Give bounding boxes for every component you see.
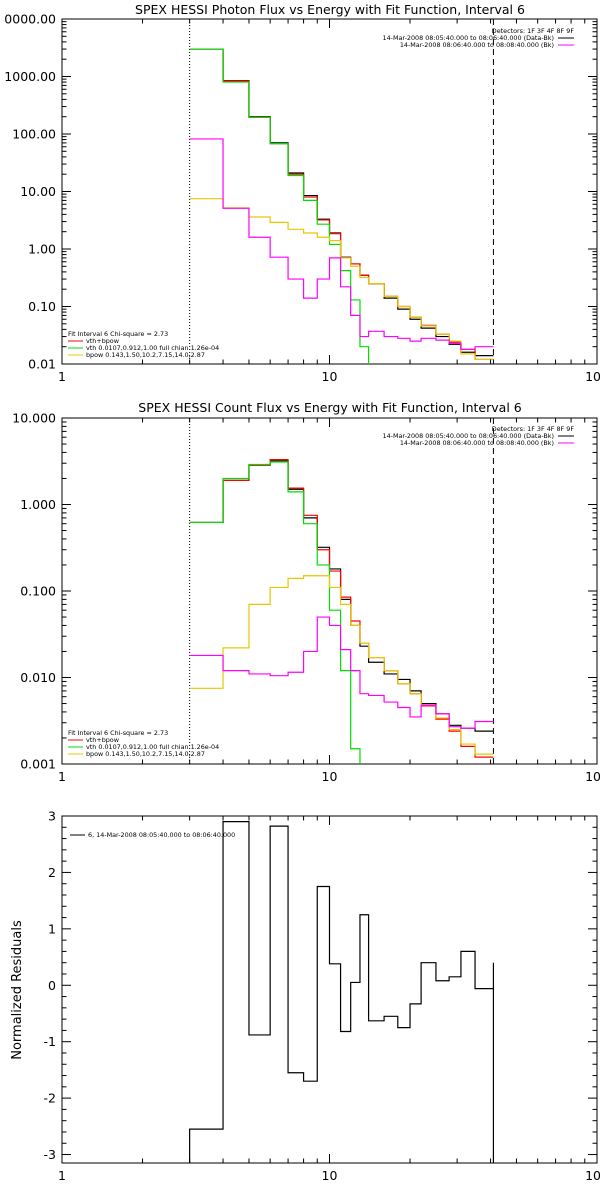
photon-flux-panel: SPEX HESSI Photon Flux vs Energy with Fi… (4, 2, 600, 385)
residuals-panel: 1 10 100 -3 -2 -1 0 1 2 3 Normalized Residuals 6,… (10, 809, 600, 1184)
y-tick-label: 0.10 (28, 299, 56, 314)
series-6-14-mar-2008-08-05-40-000-to-08-06-40-000 (189, 821, 495, 1163)
y-axis-label: Normalized Residuals (10, 920, 25, 1060)
count-flux-panel: SPEX HESSI Count Flux vs Energy with Fit… (12, 400, 600, 785)
y-tick-label: 100.00 (12, 127, 56, 142)
legend: Detectors: 1F 3F 4F 8F 9F 14-Mar-2008 08… (68, 425, 574, 758)
x-tick-label: 100 (585, 1168, 600, 1183)
y-tick-label: -2 (44, 1091, 56, 1106)
chart-title: SPEX HESSI Photon Flux vs Energy with Fi… (135, 2, 525, 17)
plot-area (61, 417, 598, 765)
legend-entry-bpow: bpow 0.143,1.50,10.2,7.15,14.0,2.87 (86, 351, 205, 359)
y-tick-label: 1000.00 (4, 69, 56, 84)
series-bpow (189, 198, 494, 361)
y-tick-label: 3 (48, 809, 56, 824)
legend-entry-vth-bpow: vth+bpow (86, 736, 119, 744)
legend-entry-data: 14-Mar-2008 08:05:40.000 to 08:06:40.000… (383, 34, 554, 42)
y-tick-label: 0.001 (20, 757, 56, 772)
axis-ticks: 1 10 100 0.01 0.10 1.00 10.00 100.00 1000.00 0000… (4, 12, 600, 385)
legend-entry-vth: vth 0.0107,0.912,1.00 full chian 1.26e-0… (86, 743, 219, 751)
y-tick-label: 10.000 (12, 411, 56, 426)
legend-entry-background: 14-Mar-2008 08:06:40.000 to 08:08:40.000… (400, 439, 554, 447)
detectors-label: Detectors: 1F 3F 4F 8F 9F (492, 27, 575, 35)
x-tick-label: 1 (58, 369, 66, 384)
legend-entry-bpow: bpow 0.143,1.50,10.2,7.15,14.0,2.87 (86, 750, 205, 758)
axis-ticks: 1 10 100 -3 -2 -1 0 1 2 3 (44, 809, 600, 1184)
legend: 6, 14-Mar-2008 08:05:40.000 to 08:06:40.… (70, 831, 235, 839)
x-tick-label: 10 (322, 1168, 338, 1183)
x-tick-label: 100 (585, 769, 600, 784)
y-tick-label: 1 (48, 921, 56, 936)
detectors-label: Detectors: 1F 3F 4F 8F 9F (492, 425, 575, 433)
y-tick-label: 2 (48, 865, 56, 880)
series-bk (189, 138, 494, 350)
y-tick-label: -1 (44, 1034, 56, 1049)
series-vth (189, 48, 370, 364)
fit-header: Fit Interval 6 Chi-square = 2.73 (68, 330, 168, 338)
x-tick-label: 1 (58, 769, 66, 784)
chart-title: SPEX HESSI Count Flux vs Energy with Fit… (138, 400, 521, 415)
y-tick-label: 0.100 (20, 584, 56, 599)
axis-ticks: 1 10 100 0.001 0.010 0.100 1.000 10.000 (12, 411, 600, 785)
x-tick-label: 100 (585, 369, 600, 384)
y-tick-label: 1.000 (20, 497, 56, 512)
series-bpow (189, 575, 494, 755)
y-tick-label: 0.010 (20, 670, 56, 685)
legend-entry-vth: vth 0.0107,0.912,1.00 full chian 1.26e-0… (86, 344, 219, 352)
y-tick-label: 10.00 (20, 184, 56, 199)
legend-entry-data: 14-Mar-2008 08:05:40.000 to 08:06:40.000… (383, 432, 554, 440)
legend-entry-background: 14-Mar-2008 08:06:40.000 to 08:08:40.000… (400, 41, 554, 49)
fit-header: Fit Interval 6 Chi-square = 2.73 (68, 729, 168, 737)
y-tick-label: -3 (44, 1147, 56, 1162)
y-tick-label: 0000.00 (4, 12, 56, 27)
y-tick-label: 0 (48, 978, 56, 993)
legend-entry-vth-bpow: vth+bpow (86, 337, 119, 345)
legend-entry-residuals: 6, 14-Mar-2008 08:05:40.000 to 08:06:40.… (88, 831, 235, 839)
y-tick-label: 1.00 (28, 242, 56, 257)
y-tick-label: 0.01 (28, 357, 56, 372)
legend: Detectors: 1F 3F 4F 8F 9F 14-Mar-2008 08… (68, 27, 574, 359)
x-tick-label: 10 (322, 769, 338, 784)
series-bk (189, 616, 494, 729)
x-tick-label: 1 (58, 1168, 66, 1183)
x-tick-label: 10 (322, 369, 338, 384)
